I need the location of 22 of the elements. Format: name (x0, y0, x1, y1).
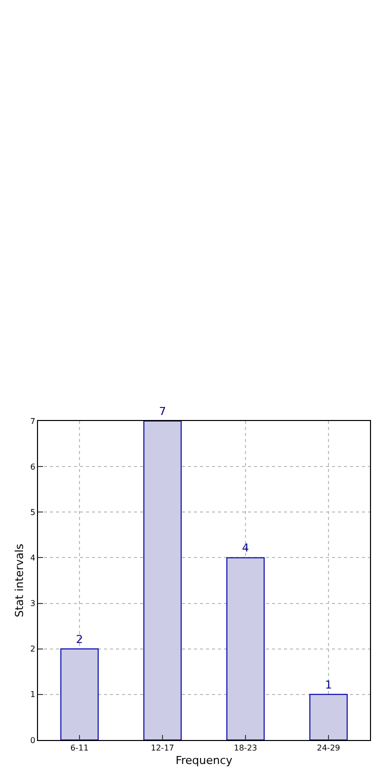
y-tick-label: 3 (30, 599, 36, 608)
x-tick-label: 18-23 (234, 744, 258, 753)
x-tick-label: 12-17 (150, 744, 174, 753)
bar (60, 648, 99, 740)
y-tick-label: 4 (30, 554, 36, 563)
data-label: 4 (242, 542, 250, 555)
data-label: 2 (76, 632, 84, 646)
y-tick-label: 1 (30, 690, 36, 700)
bar (226, 557, 265, 740)
y-tick-label: 0 (30, 736, 36, 745)
y-tick-label: 6 (30, 462, 36, 472)
data-label: 7 (159, 405, 166, 418)
x-axis-title: Frequency (176, 754, 233, 767)
y-tick-label: 5 (30, 508, 36, 517)
bar (309, 694, 348, 740)
bar (143, 421, 182, 740)
x-tick-label: 6-11 (70, 744, 89, 753)
y-axis-title: Stat intervals (12, 543, 26, 618)
x-tick-label: 24-29 (316, 744, 340, 753)
data-label: 1 (325, 678, 332, 692)
y-tick-label: 2 (30, 644, 36, 654)
y-tick-label: 7 (30, 416, 36, 426)
